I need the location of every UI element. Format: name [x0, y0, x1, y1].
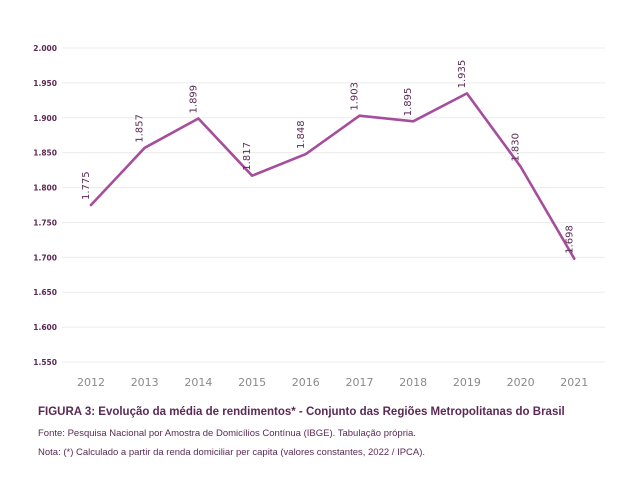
figure-source: Fonte: Pesquisa Nacional por Amostra de …: [38, 428, 416, 439]
data-label: 1.817: [242, 142, 253, 171]
y-tick-label: 1.600: [33, 323, 57, 332]
gridlines: [62, 47, 605, 363]
data-label: 1.848: [296, 120, 307, 149]
x-tick-label: 2019: [453, 376, 481, 389]
y-tick-label: 1.800: [33, 184, 57, 193]
y-tick-label: 1.850: [33, 149, 57, 158]
x-tick-label: 2016: [292, 376, 320, 389]
figure-title: FIGURA 3: Evolução da média de rendiment…: [38, 406, 565, 418]
data-label: 1.698: [564, 225, 575, 254]
y-tick-label: 2.000: [33, 44, 57, 53]
y-tick-label: 1.700: [33, 253, 57, 262]
x-tick-label: 2013: [131, 376, 159, 389]
x-tick-label: 2021: [560, 376, 588, 389]
x-tick-label: 2012: [77, 376, 105, 389]
y-tick-label: 1.750: [33, 218, 57, 227]
line-chart: 1.550 1.600 1.650 1.700 1.750 1.800 1.850 1.900…: [33, 44, 605, 389]
x-tick-label: 2015: [238, 376, 266, 389]
data-labels: 1.775 1.857 1.899 1.817 1.848 1.903 1.895 1.935…: [81, 60, 575, 254]
series-line: [89, 92, 576, 261]
data-label: 1.857: [135, 114, 146, 143]
data-label: 1.903: [350, 82, 361, 111]
data-label: 1.775: [81, 171, 92, 200]
figure-note: Nota: (*) Calculado a partir da renda do…: [38, 447, 426, 458]
y-tick-label: 1.900: [33, 114, 57, 123]
series-line-group: [89, 92, 576, 261]
x-tick-label: 2017: [346, 376, 374, 389]
data-label: 1.830: [511, 133, 522, 162]
x-tick-label: 2018: [399, 376, 427, 389]
data-label: 1.935: [457, 60, 468, 89]
y-tick-label: 1.950: [33, 79, 57, 88]
x-axis-ticks: 2012 2013 2014 2015 2016 2017 2018 2019 2020 2021: [77, 376, 588, 389]
y-tick-label: 1.650: [33, 288, 57, 297]
x-tick-label: 2020: [507, 376, 535, 389]
x-tick-label: 2014: [184, 376, 212, 389]
y-tick-label: 1.550: [33, 358, 57, 367]
data-label: 1.899: [188, 85, 199, 114]
y-axis-ticks: 1.550 1.600 1.650 1.700 1.750 1.800 1.850 1.900…: [33, 44, 57, 367]
data-label: 1.895: [403, 88, 414, 117]
